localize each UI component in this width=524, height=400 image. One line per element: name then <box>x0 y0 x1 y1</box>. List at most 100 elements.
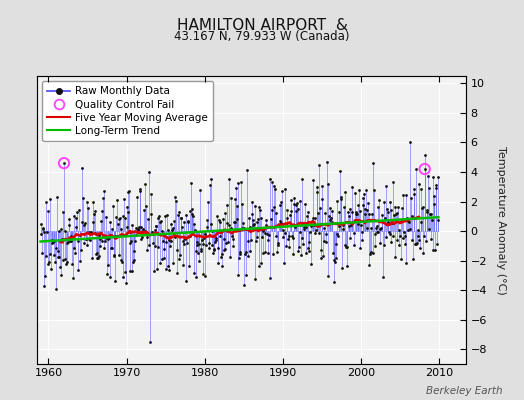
Point <box>247 199 256 205</box>
Point <box>416 245 424 251</box>
Text: Berkeley Earth: Berkeley Earth <box>427 386 503 396</box>
Point <box>305 248 314 254</box>
Point <box>326 205 334 211</box>
Point <box>418 205 427 211</box>
Point <box>389 179 398 185</box>
Point <box>194 250 202 256</box>
Point <box>146 191 155 198</box>
Point <box>161 239 170 245</box>
Point <box>216 218 224 225</box>
Point <box>209 249 217 256</box>
Point <box>272 249 281 255</box>
Point <box>423 206 431 213</box>
Point <box>53 194 61 200</box>
Point <box>84 229 93 235</box>
Point <box>99 195 107 202</box>
Point <box>266 176 275 182</box>
Point <box>223 220 231 226</box>
Point <box>406 138 414 145</box>
Point <box>147 211 156 217</box>
Point <box>258 234 266 240</box>
Point <box>126 268 135 274</box>
Point <box>361 206 369 212</box>
Point <box>299 241 307 248</box>
Point <box>335 209 344 215</box>
Point <box>374 229 382 235</box>
Point <box>265 232 274 238</box>
Point <box>113 196 121 203</box>
Point <box>128 222 137 229</box>
Point <box>94 255 102 261</box>
Point <box>264 236 272 243</box>
Point <box>256 260 265 266</box>
Point <box>245 224 254 230</box>
Point <box>43 228 51 235</box>
Point <box>383 206 391 212</box>
Point <box>129 247 138 254</box>
Point <box>400 240 409 247</box>
Point <box>46 195 54 202</box>
Point <box>70 244 79 251</box>
Point <box>213 213 221 220</box>
Point <box>363 207 372 213</box>
Point <box>203 224 212 230</box>
Point <box>386 199 395 206</box>
Point <box>312 189 321 195</box>
Point <box>274 242 282 249</box>
Point <box>292 208 301 214</box>
Point <box>352 210 360 217</box>
Point <box>271 186 279 192</box>
Point <box>339 222 347 228</box>
Point <box>282 243 290 250</box>
Point <box>222 240 231 246</box>
Point <box>235 255 243 261</box>
Point <box>108 245 116 251</box>
Point <box>207 221 215 227</box>
Point <box>236 248 244 255</box>
Point <box>357 222 365 228</box>
Point <box>320 225 328 231</box>
Point <box>213 245 222 251</box>
Point <box>234 180 242 186</box>
Point <box>433 174 442 180</box>
Point <box>308 218 316 224</box>
Point <box>201 231 210 238</box>
Point <box>306 228 314 235</box>
Point <box>412 240 420 247</box>
Point <box>162 212 171 218</box>
Point <box>253 219 261 226</box>
Point <box>310 222 318 228</box>
Point <box>331 254 340 261</box>
Point <box>291 202 300 208</box>
Point <box>62 261 70 267</box>
Point <box>293 200 301 206</box>
Point <box>376 239 385 246</box>
Point <box>54 254 63 260</box>
Point <box>248 222 257 229</box>
Point <box>234 272 243 278</box>
Point <box>64 221 73 228</box>
Point <box>132 224 140 231</box>
Point <box>244 237 252 244</box>
Point <box>110 253 118 260</box>
Point <box>331 259 339 266</box>
Point <box>113 233 122 239</box>
Point <box>379 274 387 280</box>
Point <box>221 210 229 216</box>
Point <box>223 202 232 208</box>
Point <box>137 236 145 242</box>
Point <box>240 282 248 288</box>
Point <box>287 208 295 215</box>
Point <box>97 238 106 244</box>
Point <box>75 207 83 213</box>
Point <box>406 226 414 232</box>
Point <box>272 209 280 216</box>
Point <box>285 232 293 239</box>
Point <box>417 186 425 192</box>
Point <box>345 213 353 219</box>
Point <box>259 249 267 256</box>
Point <box>430 193 438 200</box>
Point <box>101 238 109 244</box>
Point <box>352 209 361 215</box>
Point <box>390 254 399 260</box>
